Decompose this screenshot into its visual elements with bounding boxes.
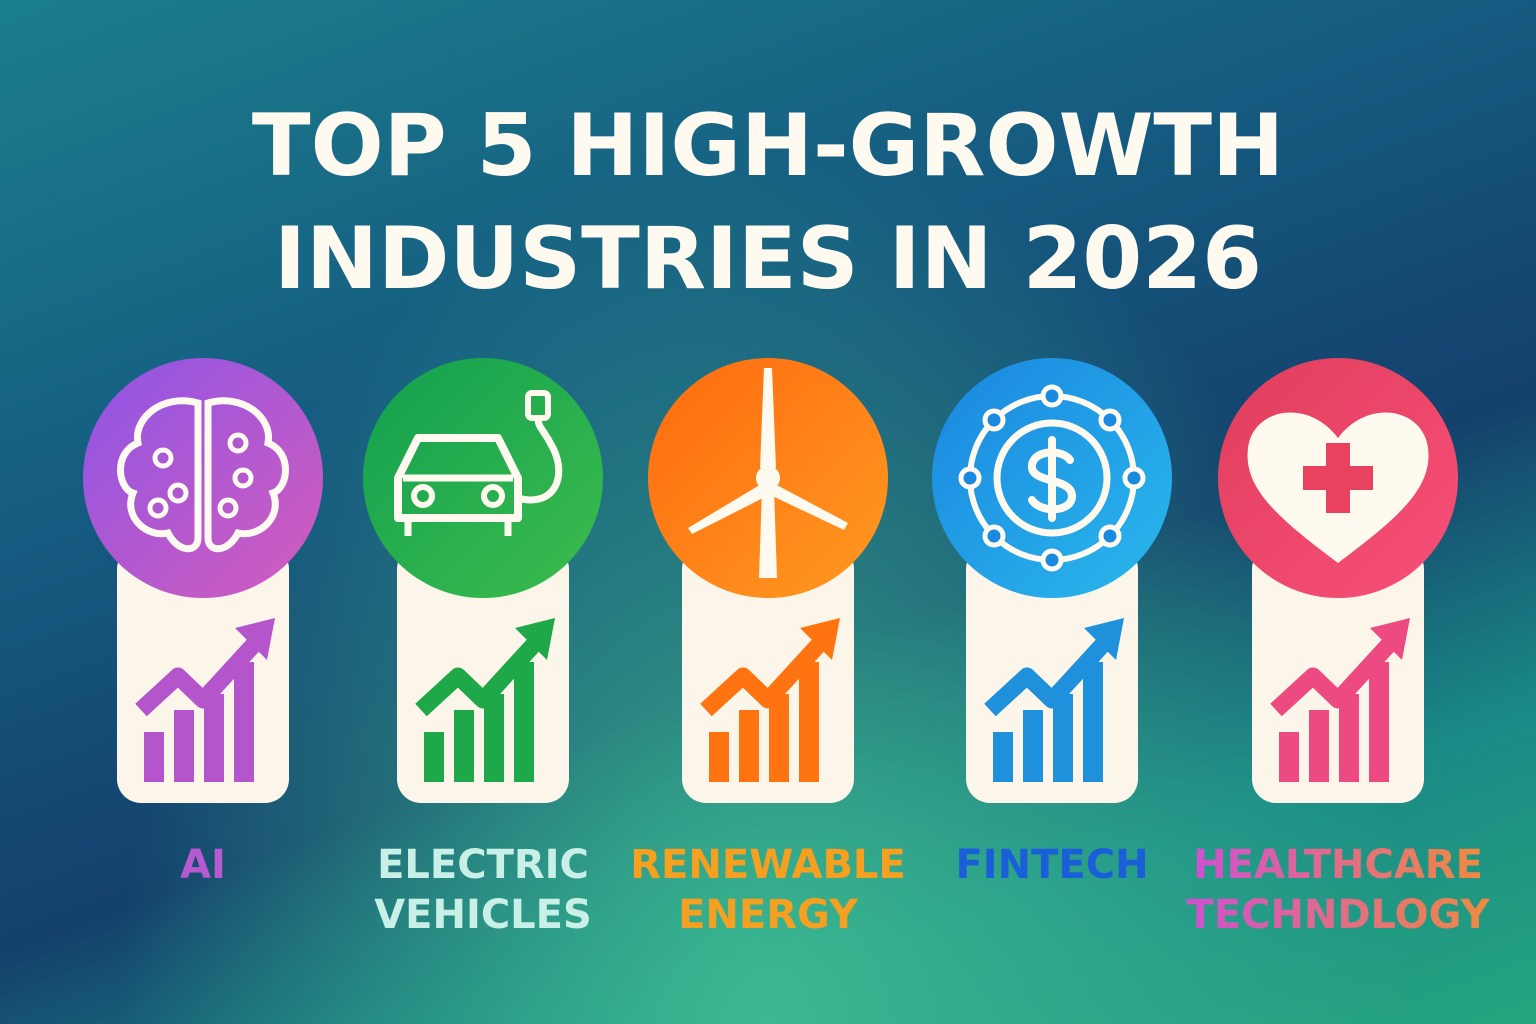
chart-arrowhead <box>800 618 840 660</box>
chart-bar <box>769 694 789 782</box>
chart-bar <box>1053 694 1073 782</box>
icon-stroke <box>147 497 169 519</box>
chart-arrow <box>135 634 265 717</box>
industry-card: FINTECH <box>932 358 1172 888</box>
icon-stroke <box>481 484 505 508</box>
icon-fill <box>756 466 780 490</box>
chart-bar <box>1369 662 1389 782</box>
chart-arrowhead <box>515 618 555 660</box>
icon-fill <box>766 483 848 530</box>
chart-bar <box>1023 710 1043 782</box>
icon-node <box>1122 466 1146 490</box>
chart-arrow <box>700 634 830 717</box>
icon-stroke <box>411 484 435 508</box>
industry-label: VEHICLES <box>374 892 592 938</box>
chart-arrow <box>1270 634 1400 717</box>
industry-label: TECHNDLOGY <box>1186 892 1490 938</box>
icon-fill <box>1303 443 1373 513</box>
chart-bar <box>1309 710 1329 782</box>
icon-node <box>958 466 982 490</box>
icon-stroke <box>394 434 522 522</box>
icon <box>1247 412 1429 563</box>
icon-node <box>1098 408 1122 432</box>
chart-bar <box>709 732 729 782</box>
icon-stroke <box>232 467 254 489</box>
chart-arrow <box>984 634 1114 717</box>
title-line: TOP 5 HIGH-GROWTH <box>252 96 1284 196</box>
icon-stroke <box>204 397 289 553</box>
chart-arrow <box>415 634 545 717</box>
chart-bar <box>424 732 444 782</box>
industry-label: ELECTRIC <box>377 842 589 888</box>
icon-stroke <box>1028 436 1077 522</box>
icon-stroke <box>525 390 551 421</box>
chart-bar <box>454 710 474 782</box>
chart-bar <box>799 662 819 782</box>
chart-bar <box>1339 694 1359 782</box>
industry-label: FINTECH <box>955 842 1148 888</box>
chart-bar <box>1279 732 1299 782</box>
chart-arrowhead <box>235 618 275 660</box>
icon <box>958 384 1146 572</box>
icon-fill <box>760 368 776 468</box>
industry-card: AI <box>83 358 323 888</box>
chart-arrowhead <box>1370 618 1410 660</box>
chart-bar <box>174 710 194 782</box>
icon-stroke <box>993 419 1111 537</box>
icon-node <box>1098 524 1122 548</box>
chart-arrowhead <box>1084 618 1124 660</box>
icon <box>117 397 289 553</box>
chart-bar <box>993 732 1013 782</box>
chart-bar <box>484 694 504 782</box>
icon-node <box>1040 384 1064 408</box>
industry-label: HEALTHCARE <box>1193 842 1483 888</box>
chart-bar <box>1083 662 1103 782</box>
icon-fill <box>759 488 777 578</box>
icon-stroke <box>227 432 249 454</box>
icon-stroke <box>217 497 239 519</box>
icon-node <box>1040 548 1064 572</box>
icon-stroke <box>167 482 189 504</box>
industry-label: ENERGY <box>678 892 859 938</box>
icon <box>394 390 563 536</box>
chart-bar <box>234 662 254 782</box>
icon-stroke <box>404 417 563 536</box>
icon-stroke <box>152 447 174 469</box>
icon-node <box>982 408 1006 432</box>
industry-label: AI <box>180 842 226 888</box>
icon <box>688 368 848 578</box>
chart-bar <box>144 732 164 782</box>
title-line: INDUSTRIES IN 2026 <box>274 209 1262 309</box>
industry-label: RENEWABLE <box>630 842 906 888</box>
chart-bar <box>514 662 534 782</box>
chart-bar <box>739 710 759 782</box>
icon-stroke <box>117 397 202 553</box>
icon-fill <box>688 483 773 534</box>
chart-bar <box>204 694 224 782</box>
icon-node <box>982 524 1006 548</box>
